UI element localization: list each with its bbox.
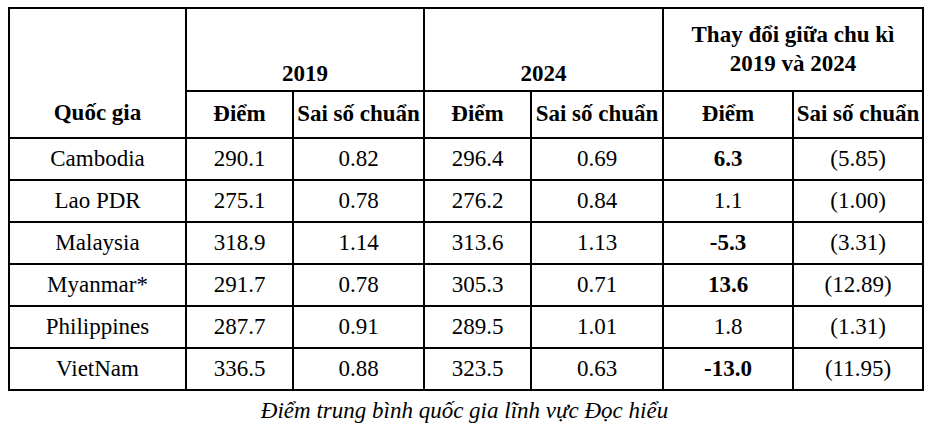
table-row-philippines: Philippines 287.7 0.91 289.5 1.01 1.8 (1… [9,306,923,348]
table-row-malaysia: Malaysia 318.9 1.14 313.6 1.13 -5.3 (3.3… [9,222,923,264]
header-group-row: Quốc gia 2019 2024 Thay đổi giữa chu kì … [9,8,923,91]
cell-change-score: 13.6 [663,264,793,306]
cell-score-2024: 323.5 [424,348,531,390]
table-row-lao-pdr: Lao PDR 275.1 0.78 276.2 0.84 1.1 (1.00) [9,180,923,222]
cell-score-2019: 287.7 [186,306,293,348]
cell-se-2024: 0.71 [531,264,663,306]
cell-country: Myanmar* [9,264,186,306]
cell-change-score: 6.3 [663,138,793,180]
header-se-change: Sai số chuẩn [793,91,923,138]
header-group-2024: 2024 [424,8,663,91]
cell-score-2019: 275.1 [186,180,293,222]
header-score-2019: Điểm [186,91,293,138]
table-row-vietnam: VietNam 336.5 0.88 323.5 0.63 -13.0 (11.… [9,348,923,390]
table-caption: Điểm trung bình quốc gia lĩnh vực Đọc hi… [0,398,929,424]
cell-change-se: (3.31) [793,222,923,264]
cell-country: Malaysia [9,222,186,264]
cell-country: VietNam [9,348,186,390]
cell-se-2019: 0.88 [293,348,424,390]
cell-score-2019: 336.5 [186,348,293,390]
cell-change-se: (12.89) [793,264,923,306]
cell-score-2024: 305.3 [424,264,531,306]
table-row-myanmar: Myanmar* 291.7 0.78 305.3 0.71 13.6 (12.… [9,264,923,306]
cell-score-2019: 318.9 [186,222,293,264]
cell-change-score: 1.1 [663,180,793,222]
cell-change-se: (1.31) [793,306,923,348]
cell-change-se: (11.95) [793,348,923,390]
cell-score-2024: 289.5 [424,306,531,348]
cell-score-2019: 290.1 [186,138,293,180]
cell-change-score: -5.3 [663,222,793,264]
cell-se-2024: 0.69 [531,138,663,180]
cell-change-score: 1.8 [663,306,793,348]
cell-se-2019: 0.78 [293,264,424,306]
cell-se-2024: 1.01 [531,306,663,348]
cell-score-2024: 296.4 [424,138,531,180]
cell-se-2019: 0.91 [293,306,424,348]
cell-change-score: -13.0 [663,348,793,390]
cell-country: Philippines [9,306,186,348]
cell-score-2024: 313.6 [424,222,531,264]
cell-se-2019: 0.78 [293,180,424,222]
header-score-2024: Điểm [424,91,531,138]
cell-change-se: (1.00) [793,180,923,222]
cell-country: Lao PDR [9,180,186,222]
cell-score-2019: 291.7 [186,264,293,306]
header-se-2019: Sai số chuẩn [293,91,424,138]
header-country: Quốc gia [9,8,186,138]
header-score-change: Điểm [663,91,793,138]
header-se-2024: Sai số chuẩn [531,91,663,138]
table-row-cambodia: Cambodia 290.1 0.82 296.4 0.69 6.3 (5.85… [9,138,923,180]
cell-se-2019: 0.82 [293,138,424,180]
cell-se-2024: 1.13 [531,222,663,264]
cell-country: Cambodia [9,138,186,180]
cell-se-2024: 0.84 [531,180,663,222]
cell-se-2019: 1.14 [293,222,424,264]
header-group-change: Thay đổi giữa chu kì 2019 và 2024 [663,8,923,91]
country-scores-table: Quốc gia 2019 2024 Thay đổi giữa chu kì … [8,7,924,391]
cell-score-2024: 276.2 [424,180,531,222]
cell-se-2024: 0.63 [531,348,663,390]
cell-change-se: (5.85) [793,138,923,180]
header-group-2019: 2019 [186,8,424,91]
